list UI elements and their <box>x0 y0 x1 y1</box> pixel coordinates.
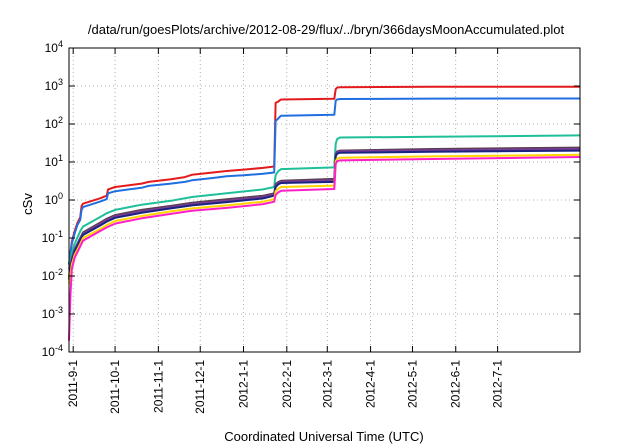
y-tick-label: 10-2 <box>42 267 63 283</box>
x-tick-label: 2012-4-1 <box>364 360 378 408</box>
y-tick-label: 104 <box>45 39 63 55</box>
series-line <box>68 85 581 265</box>
y-tick-label: 100 <box>45 191 63 207</box>
x-axis-label: Coordinated Universal Time (UTC) <box>224 429 423 444</box>
y-axis-label: cSv <box>20 193 35 215</box>
x-tick-label: 2011-10-1 <box>108 360 122 414</box>
x-tick-label: 2012-1-1 <box>237 360 251 408</box>
y-axis-ticks: 10-4 10-3 10-2 10-1 100 101 102 103 104 <box>42 39 580 359</box>
series-line <box>68 156 581 341</box>
series-line <box>68 153 581 285</box>
x-tick-label: 2012-7-1 <box>491 360 505 408</box>
y-tick-label: 10-1 <box>42 229 63 245</box>
y-tick-label: 10-3 <box>42 305 63 321</box>
x-tick-label: 2012-5-1 <box>405 360 419 408</box>
series-lines <box>68 85 581 341</box>
chart-title: /data/run/goesPlots/archive/2012-08-29/f… <box>88 22 565 37</box>
x-tick-label: 2011-11-1 <box>151 360 165 413</box>
series-line <box>68 97 581 265</box>
x-tick-label: 2011-12-1 <box>193 360 207 414</box>
y-tick-label: 102 <box>45 115 63 131</box>
x-tick-label: 2012-2-1 <box>280 360 294 408</box>
x-axis-ticks: 2011-9-1 2011-10-1 2011-11-1 2011-12-1 2012-… <box>66 48 505 414</box>
x-tick-label: 2012-6-1 <box>449 360 463 408</box>
series-line <box>68 149 581 280</box>
y-tick-label: 101 <box>45 153 63 169</box>
series-line <box>68 134 581 270</box>
x-tick-label: 2011-9-1 <box>66 360 80 407</box>
y-tick-label: 10-4 <box>42 343 63 359</box>
x-tick-label: 2012-3-1 <box>320 360 334 408</box>
y-tick-label: 103 <box>45 77 63 93</box>
grid-lines <box>69 48 580 352</box>
